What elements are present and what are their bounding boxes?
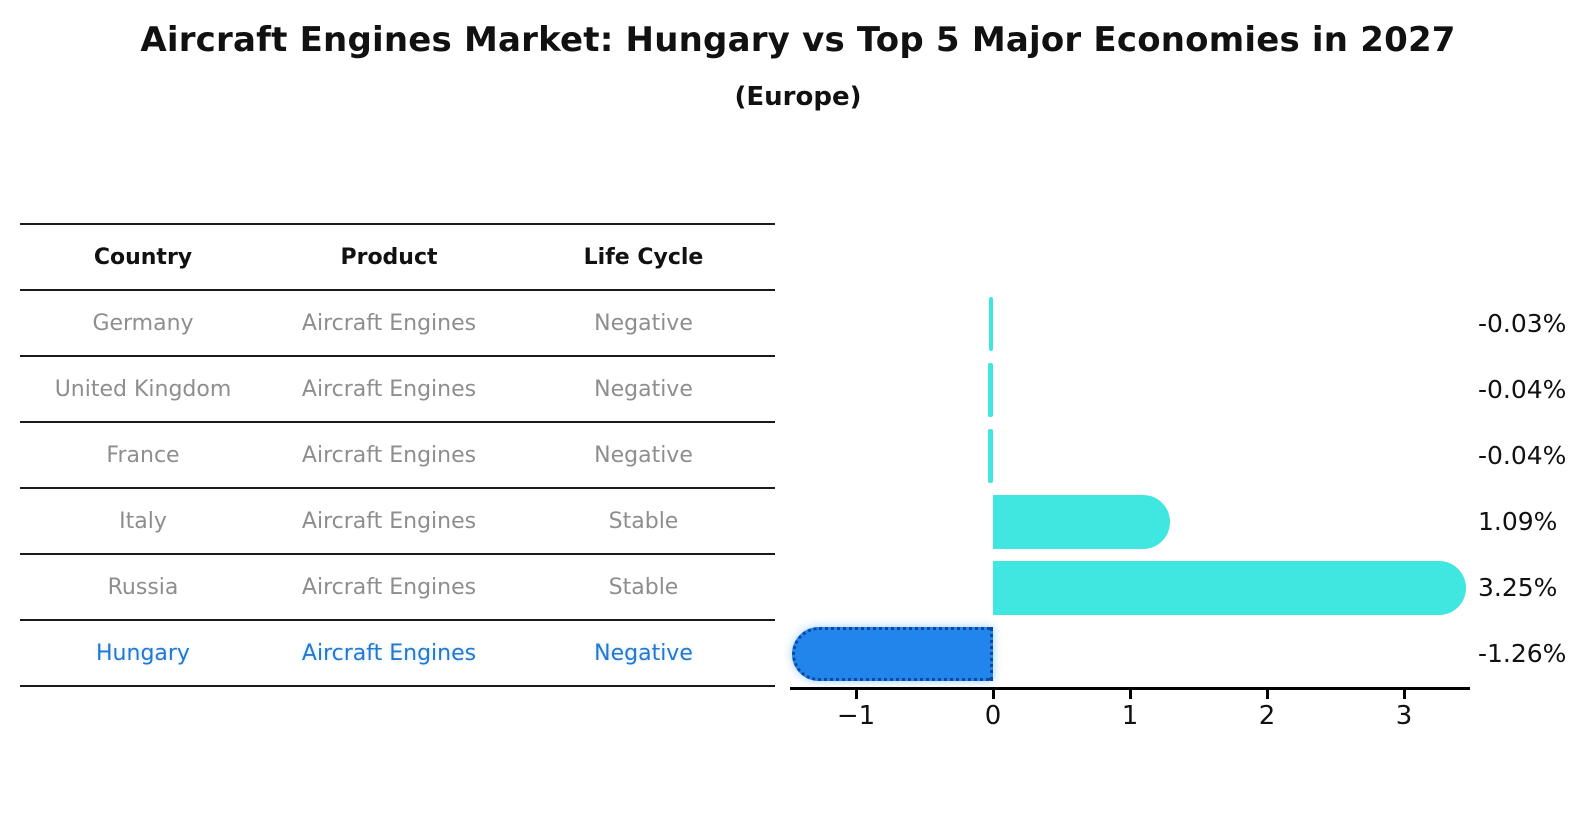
product-cell: Aircraft Engines	[301, 508, 477, 534]
country-cell: France	[106, 442, 180, 468]
country-cell: Hungary	[96, 640, 190, 666]
column-header: Life Cycle	[583, 244, 704, 270]
table-row-france: France Aircraft Engines Negative	[20, 423, 775, 489]
life-cycle-cell: Negative	[594, 376, 693, 402]
x-tick-mark	[1402, 690, 1406, 699]
x-tick-label: 2	[1258, 701, 1276, 731]
x-tick-mark	[1128, 690, 1132, 699]
country-cell: Russia	[107, 574, 179, 600]
column-header: Country	[93, 244, 193, 270]
table-row-hungary: Hungary Aircraft Engines Negative	[20, 621, 775, 687]
bar-russia	[993, 561, 1467, 615]
chart-title: Aircraft Engines Market: Hungary vs Top …	[140, 20, 1456, 60]
bar-united-kingdom	[987, 363, 993, 417]
bar-france	[987, 429, 993, 483]
x-tick-label: 0	[984, 701, 1002, 731]
value-label-russia: 3.25%	[1478, 573, 1558, 602]
life-cycle-cell: Negative	[594, 640, 693, 666]
product-cell: Aircraft Engines	[301, 640, 477, 666]
product-cell: Aircraft Engines	[301, 574, 477, 600]
country-cell: United Kingdom	[54, 376, 232, 402]
x-tick-mark	[1265, 690, 1269, 699]
x-tick-label: −1	[836, 701, 876, 731]
product-cell: Aircraft Engines	[301, 310, 477, 336]
table-row-united-kingdom: United Kingdom Aircraft Engines Negative	[20, 357, 775, 423]
x-tick-mark	[991, 690, 995, 699]
country-cell: Italy	[119, 508, 167, 534]
x-tick-mark	[854, 690, 858, 699]
table-header-row: Country Product Life Cycle	[20, 223, 775, 291]
bar-hungary	[792, 627, 993, 681]
life-cycle-cell: Negative	[594, 442, 693, 468]
bar-germany	[988, 297, 993, 351]
country-cell: Germany	[92, 310, 194, 336]
column-header: Product	[340, 244, 438, 270]
value-label-hungary: -1.26%	[1478, 639, 1567, 668]
table-row-italy: Italy Aircraft Engines Stable	[20, 489, 775, 555]
x-axis-line	[790, 687, 1470, 690]
chart-subtitle: (Europe)	[734, 82, 862, 112]
product-cell: Aircraft Engines	[301, 376, 477, 402]
x-tick-label: 1	[1121, 701, 1139, 731]
value-label-united-kingdom: -0.04%	[1478, 375, 1567, 404]
value-label-germany: -0.03%	[1478, 309, 1567, 338]
x-tick-label: 3	[1395, 701, 1413, 731]
life-cycle-cell: Stable	[608, 574, 679, 600]
value-label-france: -0.04%	[1478, 441, 1567, 470]
product-cell: Aircraft Engines	[301, 442, 477, 468]
life-cycle-cell: Stable	[608, 508, 679, 534]
life-cycle-cell: Negative	[594, 310, 693, 336]
table-row-russia: Russia Aircraft Engines Stable	[20, 555, 775, 621]
country-table: Country Product Life Cycle Germany Aircraft …	[20, 223, 775, 687]
bar-italy	[993, 495, 1171, 549]
table-row-germany: Germany Aircraft Engines Negative	[20, 291, 775, 357]
value-label-italy: 1.09%	[1478, 507, 1558, 536]
